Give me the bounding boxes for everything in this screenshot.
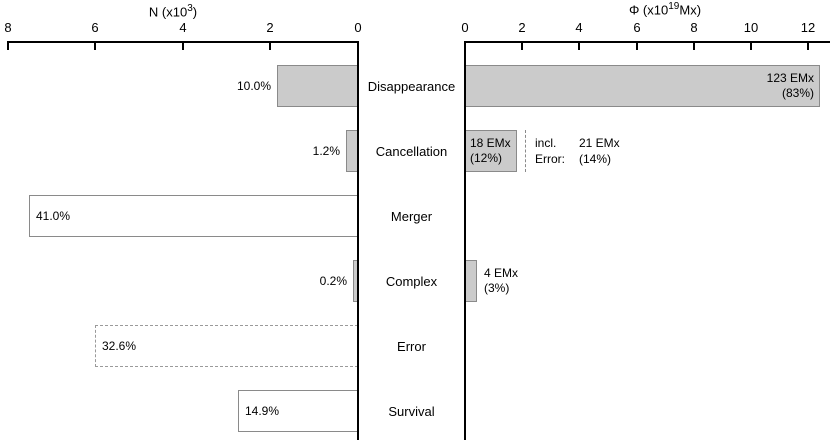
right-axis-tick <box>807 41 809 50</box>
incl-error-note: incl. 21 EMx Error: (14%) <box>535 135 620 167</box>
phi-amount-label: 4 EMx <box>484 266 519 280</box>
phi-bar-label: 4 EMx (3%) <box>484 266 518 296</box>
left-axis-title-text: ) <box>192 4 198 20</box>
n-percent-label: 1.2% <box>312 144 340 158</box>
left-axis-title: N (x103) <box>103 3 243 19</box>
right-axis-tick-label: 10 <box>743 20 759 35</box>
note-incl-amount: 21 EMx <box>579 136 620 150</box>
n-percent-label: 0.2% <box>319 274 347 288</box>
right-axis-title-text: Φ (x10 <box>628 2 669 18</box>
right-axis-tick <box>750 41 752 50</box>
n-percent-label: 10.0% <box>236 79 271 93</box>
right-axis-tick-label: 2 <box>518 20 526 35</box>
note-error-pct: (14%) <box>579 152 612 166</box>
right-axis-line <box>464 41 830 43</box>
left-axis-title-superscript: 3 <box>187 3 193 14</box>
right-axis-tick <box>693 41 695 50</box>
bar-phi-complex <box>465 260 477 302</box>
bar-phi-disappearance: 123 EMx (83%) <box>465 65 820 107</box>
left-axis-tick <box>269 41 271 50</box>
note-error-label: Error: <box>535 152 565 166</box>
phi-bar-label: 123 EMx (83%) <box>466 66 819 106</box>
right-axis-tick-label: 8 <box>690 20 698 35</box>
phi-percent-label: (12%) <box>470 151 503 165</box>
category-label-cancellation: Cancellation <box>375 143 448 159</box>
category-label-survival: Survival <box>388 403 435 419</box>
row-phi-cancellation: 18 EMx (12%) incl. 21 EMx Error: (14%) <box>465 130 830 172</box>
bar-phi-cancellation: 18 EMx (12%) <box>465 130 517 172</box>
category-label-error: Error <box>397 338 426 354</box>
bar-n-survival: 14.9% <box>238 390 358 432</box>
left-axis-tick <box>7 41 9 50</box>
right-baseline <box>464 41 466 440</box>
left-baseline <box>357 41 359 440</box>
left-axis-tick <box>182 41 184 50</box>
category-label-merger: Merger <box>390 208 433 224</box>
bar-n-merger: 41.0% <box>29 195 358 237</box>
row-n-error: 32.6% <box>0 325 358 367</box>
n-percent-label: 41.0% <box>36 209 71 223</box>
row-n-complex: 0.2% <box>0 260 358 302</box>
row-n-disappearance: 10.0% <box>0 65 358 107</box>
right-axis-tick-label: 6 <box>633 20 641 35</box>
note-incl-label: incl. <box>535 136 557 150</box>
category-label-complex: Complex <box>385 273 438 289</box>
row-n-cancellation: 1.2% <box>0 130 358 172</box>
right-axis-tick-label: 0 <box>461 20 469 35</box>
right-axis-tick-label: 4 <box>575 20 583 35</box>
phi-percent-label: (83%) <box>781 86 814 100</box>
left-axis-tick <box>94 41 96 50</box>
right-axis-title-text: Mx) <box>679 2 702 18</box>
phi-amount-label: 123 EMx <box>766 71 814 85</box>
left-axis-tick-label: 6 <box>91 20 99 35</box>
bar-n-disappearance <box>277 65 358 107</box>
right-axis-tick-label: 12 <box>800 20 816 35</box>
left-axis-title-text: N (x10 <box>148 4 188 20</box>
phi-bar-label: 18 EMx (12%) <box>466 131 516 171</box>
left-axis-tick-label: 8 <box>4 20 12 35</box>
phi-incl-error-dashed-marker <box>525 130 526 172</box>
left-axis-tick-label: 2 <box>266 20 274 35</box>
n-percent-label: 32.6% <box>102 339 137 353</box>
left-axis-tick-label: 0 <box>354 20 362 35</box>
left-axis-tick-label: 4 <box>179 20 187 35</box>
phi-amount-label: 18 EMx <box>470 136 511 150</box>
row-phi-complex: 4 EMx (3%) <box>465 260 830 302</box>
right-axis-title-superscript: 19 <box>668 1 680 12</box>
row-n-survival: 14.9% <box>0 390 358 432</box>
row-phi-disappearance: 123 EMx (83%) <box>465 65 830 107</box>
phi-percent-label: (3%) <box>484 281 510 295</box>
right-axis-tick <box>521 41 523 50</box>
category-label-disappearance: Disappearance <box>367 78 456 94</box>
bar-n-error: 32.6% <box>95 325 358 367</box>
n-percent-label: 14.9% <box>245 404 280 418</box>
row-n-merger: 41.0% <box>0 195 358 237</box>
right-axis-title: Φ (x1019Mx) <box>575 1 755 17</box>
right-axis-tick <box>578 41 580 50</box>
right-axis-tick <box>636 41 638 50</box>
